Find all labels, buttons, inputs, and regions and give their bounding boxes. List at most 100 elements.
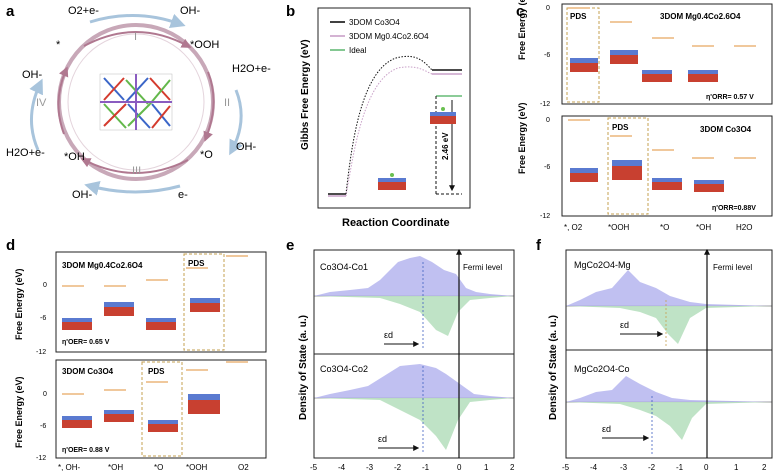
c-xtick-1: *OOH xyxy=(608,223,630,232)
e-eps-bottom: εd xyxy=(378,434,387,444)
curve-co3o4 xyxy=(345,56,433,195)
d-top-ytick-0: 0 xyxy=(43,282,47,289)
cycle-arrow-bottom xyxy=(80,158,189,174)
f-xtick-0: -5 xyxy=(562,463,570,472)
e-xtick-7: 2 xyxy=(510,463,515,472)
label-oh-top: OH- xyxy=(180,5,201,17)
f-xtick-1: -4 xyxy=(590,463,598,472)
annotation-246: 2.46 eV xyxy=(441,132,450,160)
e-xtick-4: -1 xyxy=(422,463,430,472)
d-top-ytick-1: -6 xyxy=(40,315,46,322)
cycle-arrow-top xyxy=(83,31,192,48)
panel-b-letter: b xyxy=(286,3,295,20)
structures-c-bottom xyxy=(570,160,724,192)
c-top-ytick-2: -12 xyxy=(540,101,550,108)
eta-d-top: η'OER= 0.65 V xyxy=(62,339,110,346)
f-xtick-2: -3 xyxy=(620,463,628,472)
panel-d-ylabel-bottom: Free Energy (eV) xyxy=(14,376,24,448)
panel-f-letter: f xyxy=(536,237,542,254)
eta-c-bottom: η'ORR=0.88V xyxy=(712,205,756,212)
eta-c-top: η'ORR= 0.57 V xyxy=(706,94,754,101)
d-xtick-1: *OH xyxy=(108,463,123,472)
c-xtick-3: *OH xyxy=(696,223,711,232)
dos-f2-up xyxy=(566,376,772,402)
e-fermi-label: Fermi level xyxy=(463,263,502,272)
pds-box-d-bottom xyxy=(141,361,183,457)
blue-arrow-top xyxy=(89,13,186,28)
e-xtick-5: 0 xyxy=(457,463,462,472)
cycle-arrow-left xyxy=(57,66,69,135)
panel-c-letter: c xyxy=(516,3,524,20)
dos-e1-down xyxy=(314,296,514,336)
pds-c-top: PDS xyxy=(570,12,587,21)
panel-f: f Density of State (a. u.) MgCo2O4-Mg Mg… xyxy=(536,237,773,472)
c-top-title: 3DOM Mg0.4Co2.6O4 xyxy=(660,12,741,21)
panel-c-ylabel-top: Free Energy (eV) xyxy=(517,0,527,60)
d-top-title: 3DOM Mg0.4Co2.6O4 xyxy=(62,261,143,270)
panel-d-top-frame xyxy=(55,251,267,353)
f-fermi-label: Fermi level xyxy=(713,263,752,272)
step-III: III xyxy=(132,165,141,177)
panel-f-frame xyxy=(565,249,773,459)
d-xtick-0: *, OH- xyxy=(58,463,81,472)
panel-f-ylabel: Density of State (a. u.) xyxy=(548,315,559,420)
pds-d-bottom: PDS xyxy=(148,367,165,376)
panel-c: c Free Energy (eV) Free Energy (eV) 0 -6… xyxy=(516,0,773,232)
panel-c-bottom-frame xyxy=(561,115,773,217)
structure-b-top xyxy=(430,107,456,124)
d-bottom-title: 3DOM Co3O4 xyxy=(62,367,114,376)
legend-mg: 3DOM Mg0.4Co2.6O4 xyxy=(349,32,429,41)
panel-d-ylabel-top: Free Energy (eV) xyxy=(14,268,24,340)
label-star: * xyxy=(56,39,61,51)
e-xtick-2: -3 xyxy=(366,463,374,472)
dos-f2-down xyxy=(566,402,772,440)
panel-c-top-frame xyxy=(561,3,773,105)
c-top-ytick-0: 0 xyxy=(546,5,550,12)
curve-mg xyxy=(345,66,433,197)
e-xtick-1: -4 xyxy=(338,463,346,472)
panel-c-ylabel-bottom: Free Energy (eV) xyxy=(517,102,527,174)
panel-e: e Density of State (a. u.) Co3O4-Co1 Co3… xyxy=(286,237,515,472)
e-bottom-label: Co3O4-Co2 xyxy=(320,364,368,374)
legend-ideal: Ideal xyxy=(349,46,367,55)
c-xtick-4: H2O xyxy=(736,223,752,232)
structures-d-top xyxy=(62,298,220,330)
structures-c-top xyxy=(570,50,718,82)
f-xtick-6: 1 xyxy=(734,463,739,472)
e-xtick-6: 1 xyxy=(484,463,489,472)
e-top-label: Co3O4-Co1 xyxy=(320,262,368,272)
f-eps-bottom: εd xyxy=(602,424,611,434)
step-I: I xyxy=(134,31,137,43)
pds-box-c-top xyxy=(566,7,600,103)
f-eps-top: εd xyxy=(620,320,629,330)
label-oh-bottom: OH- xyxy=(72,189,93,201)
pds-c-bottom: PDS xyxy=(612,123,629,132)
e-xtick-0: -5 xyxy=(310,463,318,472)
panel-a: a I II III IV xyxy=(6,3,271,201)
e-eps-top: εd xyxy=(384,330,393,340)
f-xtick-4: -1 xyxy=(676,463,684,472)
crystal-structure xyxy=(99,73,173,131)
f-xtick-3: -2 xyxy=(648,463,656,472)
eta-d-bottom: η'OER= 0.88 V xyxy=(62,447,110,454)
panel-d-letter: d xyxy=(6,237,15,254)
label-e-bottom: e- xyxy=(178,189,188,201)
d-bot-ytick-2: -12 xyxy=(36,455,46,462)
step-II: II xyxy=(224,97,230,109)
label-oh-left: OH- xyxy=(22,69,43,81)
structures-d-bottom xyxy=(62,394,220,432)
cycle-ring-inner xyxy=(67,33,205,171)
label-ooh: *OOH xyxy=(190,39,219,51)
d-bot-ytick-0: 0 xyxy=(43,391,47,398)
c-bot-ytick-1: -6 xyxy=(544,164,550,171)
pds-box-c-bottom xyxy=(607,117,649,215)
panel-b-frame xyxy=(317,7,471,209)
panel-b-ylabel: Gibbs Free Energy (eV) xyxy=(300,39,311,150)
dos-f1-up xyxy=(566,270,772,306)
cycle-arrow-right xyxy=(203,71,215,142)
c-bottom-title: 3DOM Co3O4 xyxy=(700,125,752,134)
f-top-label: MgCo2O4-Mg xyxy=(574,260,631,270)
c-top-ytick-1: -6 xyxy=(544,52,550,59)
d-top-ytick-2: -12 xyxy=(36,349,46,356)
